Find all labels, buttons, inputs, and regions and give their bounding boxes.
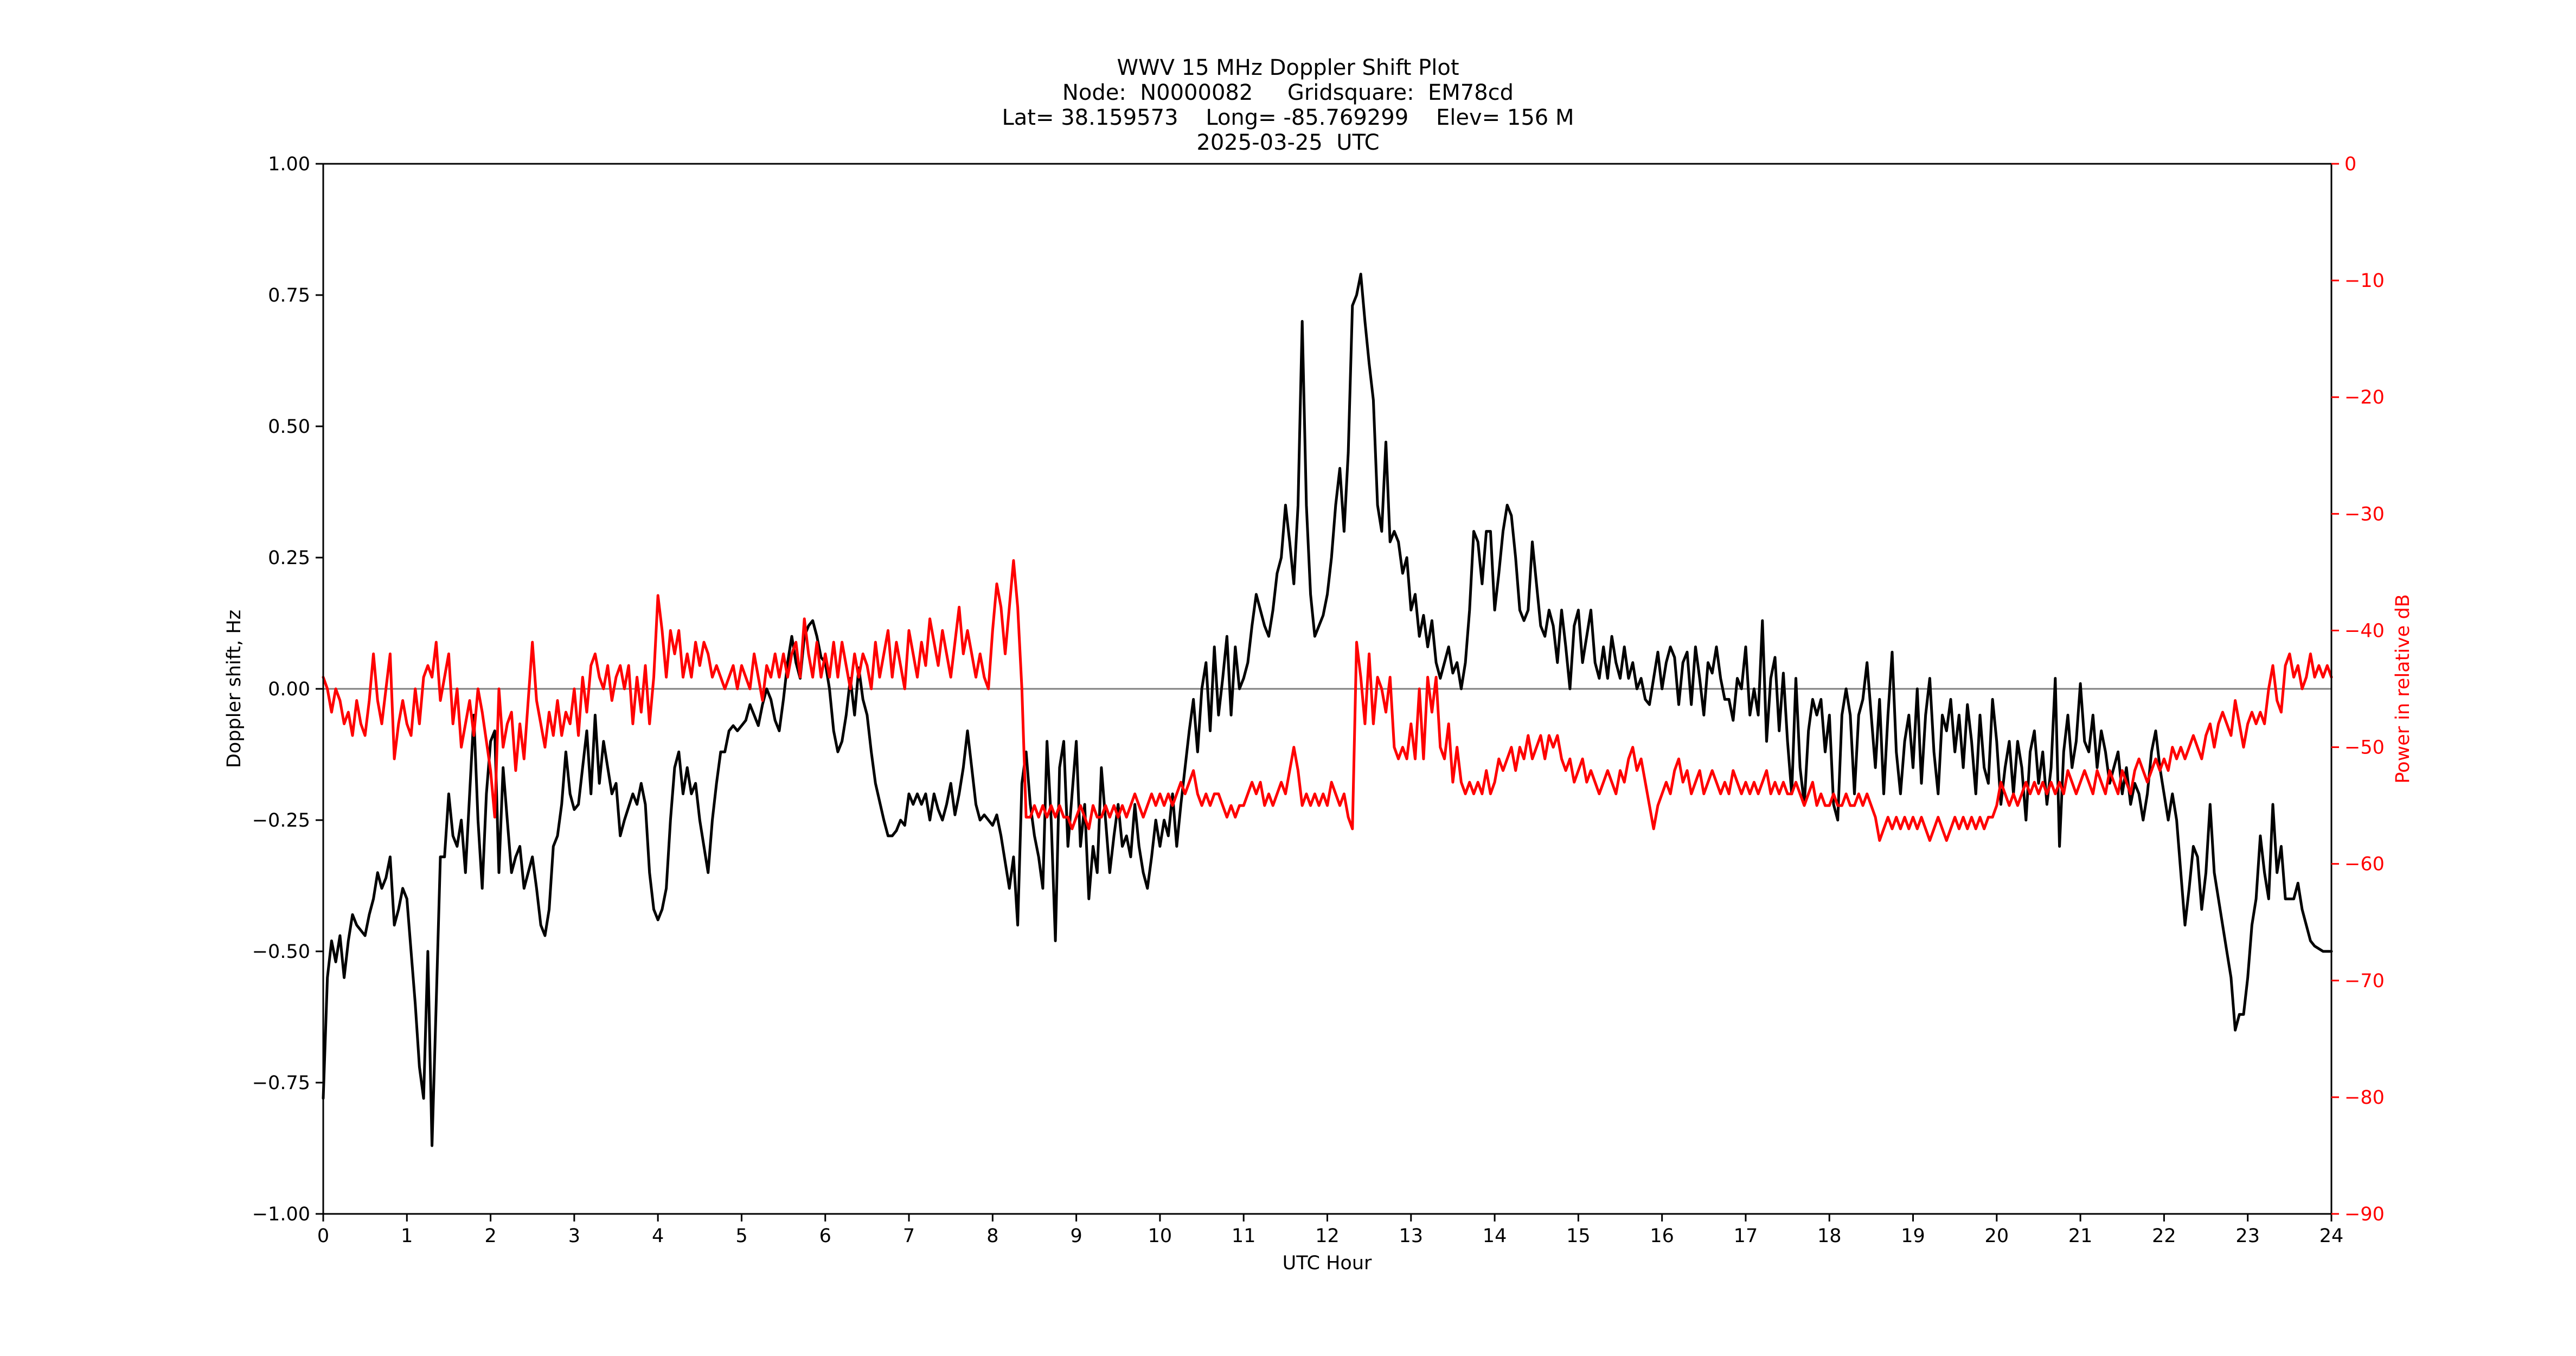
right-y-tick-label: −50 (2344, 737, 2385, 759)
left-y-tick-label: −0.50 (252, 941, 310, 963)
right-y-tick-label: −90 (2344, 1204, 2385, 1225)
chart-title-line-3: Lat= 38.159573 Long= -85.769299 Elev= 15… (1002, 105, 1574, 130)
left-y-tick-label: 0.00 (268, 679, 310, 700)
x-tick-label: 13 (1399, 1225, 1424, 1247)
right-y-tick-label: −20 (2344, 387, 2385, 408)
x-tick-label: 8 (986, 1225, 998, 1247)
x-tick-label: 18 (1817, 1225, 1842, 1247)
right-y-tick-label: −70 (2344, 970, 2385, 992)
left-y-tick-label: 0.75 (268, 285, 310, 306)
x-tick-label: 5 (735, 1225, 747, 1247)
x-tick-label: 10 (1148, 1225, 1172, 1247)
x-tick-label: 19 (1901, 1225, 1925, 1247)
right-y-axis: 0 −10 −20 −30 −40 −50 −60 −70 −80 −90 (2331, 153, 2385, 1225)
x-tick-label: 11 (1232, 1225, 1256, 1247)
x-tick-label: 9 (1070, 1225, 1082, 1247)
x-tick-label: 2 (484, 1225, 496, 1247)
left-y-axis-label: Doppler shift, Hz (223, 610, 245, 768)
x-axis: 0 1 2 3 4 5 6 7 8 9 10 11 12 13 14 15 16 17 18 19 20 21 22 23 24 (317, 1214, 2343, 1247)
series-layer (322, 272, 2333, 1147)
right-y-tick-label: −80 (2344, 1087, 2385, 1109)
x-tick-label: 22 (2152, 1225, 2176, 1247)
chart-title-line-1: WWV 15 MHz Doppler Shift Plot (1117, 55, 1459, 80)
left-y-tick-label: −0.25 (252, 810, 310, 831)
right-y-tick-label: −30 (2344, 503, 2385, 525)
left-y-axis: 1.00 0.75 0.50 0.25 0.00 −0.25 −0.50 −0.75 −1.00 (252, 153, 323, 1225)
x-tick-label: 3 (568, 1225, 580, 1247)
right-y-tick-label: −10 (2344, 270, 2385, 292)
x-tick-label: 6 (819, 1225, 831, 1247)
x-tick-label: 16 (1650, 1225, 1674, 1247)
x-tick-label: 7 (903, 1225, 915, 1247)
left-y-tick-label: 0.50 (268, 416, 310, 438)
left-y-tick-label: −0.75 (252, 1072, 310, 1094)
right-y-tick-label: 0 (2344, 153, 2356, 175)
x-tick-label: 1 (401, 1225, 413, 1247)
left-y-tick-label: 1.00 (268, 153, 310, 175)
x-tick-label: 23 (2235, 1225, 2260, 1247)
power-series-line (322, 559, 2333, 842)
right-y-axis-label: Power in relative dB (2392, 594, 2414, 783)
x-tick-label: 12 (1315, 1225, 1340, 1247)
doppler-series-line (322, 272, 2333, 1147)
left-y-tick-label: 0.25 (268, 547, 310, 569)
x-tick-label: 24 (2319, 1225, 2344, 1247)
x-tick-label: 20 (1985, 1225, 2009, 1247)
left-y-tick-label: −1.00 (252, 1204, 310, 1225)
x-tick-label: 0 (317, 1225, 329, 1247)
x-tick-label: 21 (2068, 1225, 2093, 1247)
right-y-tick-label: −60 (2344, 854, 2385, 875)
chart-title-line-2: Node: N0000082 Gridsquare: EM78cd (1062, 80, 1514, 105)
x-tick-label: 14 (1483, 1225, 1507, 1247)
x-tick-label: 17 (1734, 1225, 1758, 1247)
right-y-tick-label: −40 (2344, 620, 2385, 642)
x-tick-label: 15 (1566, 1225, 1591, 1247)
x-axis-label: UTC Hour (1283, 1252, 1372, 1274)
x-tick-label: 4 (652, 1225, 664, 1247)
chart-title-line-4: 2025-03-25 UTC (1196, 130, 1380, 155)
